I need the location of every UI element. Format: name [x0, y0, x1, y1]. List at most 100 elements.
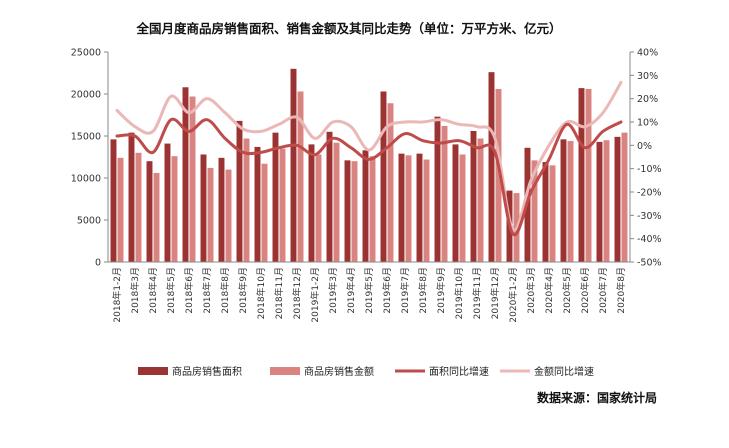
bar-sales-amount	[207, 167, 214, 262]
x-tick-label: 2018年7月	[201, 267, 213, 314]
x-tick-label: 2019年8月	[417, 267, 429, 314]
x-tick-label: 2018年4月	[147, 267, 159, 314]
right-tick-label: -40%	[637, 234, 662, 245]
bar-sales-area	[362, 150, 369, 262]
x-tick-label: 2020年6月	[579, 267, 591, 314]
legend-label-amount: 商品房销售金额	[304, 365, 374, 378]
bar-sales-amount	[351, 161, 358, 262]
bar-sales-amount	[621, 132, 628, 262]
bar-sales-amount	[225, 169, 232, 262]
x-tick-label: 2018年8月	[219, 267, 231, 314]
legend-label-area-yoy: 面积同比增速	[429, 365, 489, 378]
line-amount-yoy	[115, 80, 623, 232]
bar-sales-amount	[567, 141, 574, 262]
bar-sales-area	[200, 154, 207, 262]
bar-sales-amount	[117, 157, 124, 262]
legend-item-area-yoy-line: 面积同比增速	[395, 365, 489, 378]
bar-sales-amount	[261, 163, 268, 262]
x-tick-label: 2019年5月	[363, 267, 375, 314]
bar-sales-area	[236, 120, 243, 262]
bar-sales-area	[344, 160, 351, 262]
bar-sales-amount	[603, 140, 610, 262]
x-tick-label: 2020年4月	[543, 267, 555, 314]
legend-label-area: 商品房销售面积	[172, 365, 242, 378]
legend-item-area-bar: 商品房销售面积	[138, 365, 242, 378]
bar-sales-amount	[153, 172, 160, 262]
x-tick-label: 2019年7月	[399, 267, 411, 314]
bar-sales-amount	[171, 156, 178, 262]
x-tick-label: 2018年5月	[165, 267, 177, 314]
bar-sales-area	[182, 87, 189, 262]
left-axis: 0 5000 10000 15000 20000 25000	[71, 48, 109, 269]
bar-sales-area	[416, 153, 423, 262]
bar-sales-amount	[279, 148, 286, 262]
right-tick-label: 40%	[637, 48, 658, 59]
bar-sales-area	[164, 143, 171, 262]
left-tick-label: 10000	[71, 174, 101, 185]
right-tick-label: -20%	[637, 188, 662, 199]
bar-sales-area	[560, 139, 567, 262]
x-axis: 2018年1-2月 2018年3月 2018年4月 2018年5月 2018年6月 201…	[108, 261, 630, 323]
left-tick-label: 5000	[77, 216, 101, 227]
bar-sales-amount	[387, 103, 394, 263]
right-tick-label: -10%	[637, 164, 662, 175]
bar-sales-amount	[405, 155, 412, 262]
chart-title: 全国月度商品房销售面积、销售金额及其同比走势（单位：万平方米、亿元）	[135, 21, 561, 36]
x-tick-label: 2020年1-2月	[507, 267, 519, 323]
plot-area	[110, 68, 628, 263]
bar-sales-area	[218, 157, 225, 262]
legend-swatch-area	[138, 367, 168, 375]
bar-sales-area	[290, 68, 297, 262]
bar-sales-amount	[441, 125, 448, 262]
x-tick-label: 2019年9月	[435, 267, 447, 314]
bar-sales-area	[488, 72, 495, 262]
bar-sales-amount	[333, 142, 340, 262]
x-tick-label: 2020年3月	[525, 267, 537, 314]
bar-sales-area	[146, 161, 153, 262]
bar-sales-area	[254, 146, 261, 262]
x-tick-label: 2019年3月	[327, 267, 339, 314]
right-tick-label: -30%	[637, 211, 662, 222]
legend-swatch-amount	[270, 367, 300, 375]
bar-sales-amount	[135, 152, 142, 262]
x-tick-label: 2020年8月	[615, 267, 627, 314]
x-tick-label: 2019年10月	[453, 267, 465, 319]
right-axis: -50% -40% -30% -20% -10% 0% 10% 20% 30% 40%	[629, 48, 662, 269]
bar-sales-area	[452, 144, 459, 262]
right-tick-label: 20%	[637, 94, 658, 105]
bar-sales-amount	[315, 154, 322, 262]
x-tick-label: 2018年12月	[291, 267, 303, 319]
bar-sales-area	[434, 116, 441, 263]
bar-sales-amount	[549, 165, 556, 262]
x-tick-label: 2018年3月	[129, 267, 141, 314]
x-tick-label: 2018年11月	[273, 267, 285, 319]
x-tick-label: 2020年7月	[597, 267, 609, 314]
right-tick-label: 30%	[637, 71, 658, 82]
left-tick-label: 20000	[71, 90, 101, 101]
line-area-yoy	[115, 117, 623, 237]
bar-sales-amount	[459, 154, 466, 262]
bar-sales-amount	[369, 156, 376, 262]
legend-item-amount-yoy-line: 金额同比增速	[500, 365, 594, 378]
bar-sales-area	[380, 91, 387, 262]
right-tick-label: -50%	[637, 258, 662, 269]
x-tick-label: 2020年5月	[561, 267, 573, 314]
left-tick-label: 15000	[71, 132, 101, 143]
bar-sales-amount	[297, 91, 304, 262]
right-tick-label: 0%	[637, 141, 652, 152]
bar-sales-area	[398, 153, 405, 262]
x-tick-label: 2019年1-2月	[309, 267, 321, 323]
bar-sales-amount	[189, 96, 196, 263]
legend-item-amount-bar: 商品房销售金额	[270, 365, 374, 378]
bar-sales-area	[614, 136, 621, 262]
bar-sales-amount	[495, 88, 502, 263]
legend-label-amount-yoy: 金额同比增速	[534, 365, 594, 378]
x-tick-label: 2018年9月	[237, 267, 249, 314]
x-tick-label: 2019年4月	[345, 267, 357, 314]
bar-sales-amount	[531, 160, 538, 262]
bar-sales-amount	[477, 138, 484, 262]
x-tick-label: 2018年1-2月	[111, 267, 123, 323]
left-tick-label: 0	[95, 258, 101, 269]
data-source-note: 数据来源：国家统计局	[537, 390, 657, 405]
